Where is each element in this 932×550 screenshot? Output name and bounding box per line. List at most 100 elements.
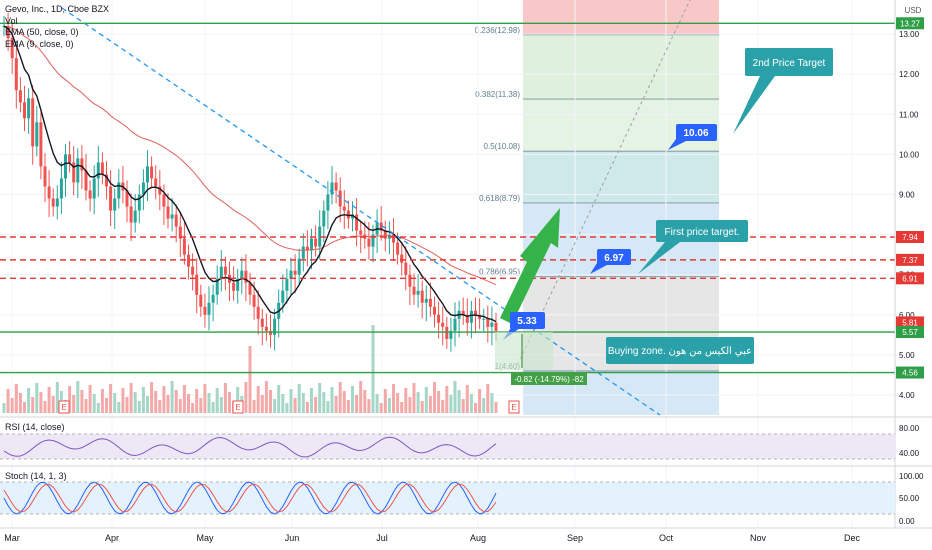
legend-ema50[interactable]: EMA (50, close, 0)	[5, 27, 79, 37]
volume-bar	[474, 403, 477, 413]
candle-body	[18, 90, 22, 103]
y-tick-label: 11.00	[899, 110, 919, 119]
rsi-title[interactable]: RSI (14, close)	[5, 422, 65, 432]
volume-bar	[342, 391, 346, 413]
earnings-icon[interactable]	[232, 400, 244, 414]
volume-bar	[55, 382, 59, 413]
volume-bar	[219, 397, 223, 413]
candle-body	[437, 314, 441, 323]
candle-body	[293, 270, 297, 275]
volume-bar	[400, 402, 404, 413]
candle-body	[461, 310, 465, 315]
ema-lines	[3, 25, 497, 323]
candle-body	[252, 294, 256, 307]
price-badge-text: 6.91	[902, 274, 918, 283]
volume-bar	[154, 391, 158, 413]
earnings-icon[interactable]	[508, 400, 520, 414]
candle-body	[412, 286, 416, 295]
price-label-697-text: 6.97	[604, 253, 624, 264]
volume-bar	[191, 403, 195, 413]
volume-bar	[346, 400, 350, 413]
callout-first-target-text: First price target.	[664, 227, 739, 238]
candle-body	[396, 242, 400, 255]
volume-bar	[2, 403, 6, 413]
price-badge-text: 4.56	[902, 369, 918, 378]
candle-body	[207, 302, 211, 315]
volume-bar	[133, 392, 137, 413]
volume-bar	[80, 390, 84, 413]
volume-bar	[428, 396, 432, 413]
candle-body	[404, 262, 408, 275]
volume-bar	[228, 392, 231, 413]
fib-label: 0.236(12.98)	[475, 26, 521, 35]
volume-bar	[392, 384, 395, 413]
candle-body	[47, 186, 51, 199]
volume-bar	[416, 392, 420, 413]
fib-label: 0.382(11.38)	[475, 90, 520, 99]
volume-bar	[351, 386, 354, 413]
volume-bar	[223, 383, 227, 413]
volume-bar	[260, 395, 264, 413]
price-badge	[896, 231, 924, 244]
volume-bar	[203, 384, 207, 413]
candle-body	[215, 278, 219, 295]
volume-bar	[252, 400, 256, 413]
price-badge	[896, 366, 924, 379]
candle-body	[494, 322, 498, 331]
candle-body	[146, 166, 149, 183]
legend-vol[interactable]: Vol	[5, 15, 18, 26]
candle-body	[330, 182, 334, 195]
candle-body	[27, 98, 31, 119]
candle-body	[256, 306, 260, 319]
volume-bar	[490, 393, 494, 413]
candle-body	[301, 246, 305, 259]
candle-body	[80, 158, 84, 171]
price-badge	[896, 272, 924, 285]
candle-body	[408, 274, 412, 287]
legend-ema9[interactable]: EMA (9, close, 0)	[5, 38, 74, 49]
candle-body	[39, 122, 43, 167]
volume-bar	[162, 386, 166, 413]
volume-bar	[76, 381, 80, 413]
volume-bar	[269, 390, 272, 413]
volume-bar	[195, 389, 199, 413]
volume-bar	[174, 390, 178, 413]
volume-bar	[408, 397, 412, 413]
candle-body	[371, 234, 375, 247]
candle-body	[318, 226, 322, 247]
candle-body	[305, 246, 309, 251]
candle-body	[314, 238, 318, 247]
volume-bar	[23, 402, 26, 413]
candle-body	[338, 190, 342, 207]
symbol-title[interactable]: Gevo, Inc., 1D, Cboe BZX	[5, 4, 110, 14]
rsi-tick: 40.00	[899, 449, 920, 458]
volume-bar	[39, 392, 43, 413]
candle-body	[88, 190, 92, 199]
candle-body	[264, 326, 268, 331]
stoch-title[interactable]: Stoch (14, 1, 3)	[5, 471, 67, 481]
price-badge	[896, 253, 924, 266]
candle-body	[76, 158, 80, 183]
candle-body	[416, 290, 420, 295]
candle-body	[260, 318, 264, 327]
price-label-1006-text: 10.06	[683, 128, 708, 139]
time-axis: Mar Apr May Jun Jul Aug Sep Oct Nov Dec	[4, 533, 860, 543]
candle-body	[453, 318, 457, 331]
price-label-1006: 10.06	[668, 124, 717, 150]
candle-body	[133, 210, 137, 223]
candle-body	[10, 38, 14, 59]
volume-bar	[375, 394, 379, 413]
earnings-icon[interactable]	[58, 400, 70, 414]
candle-body	[92, 178, 96, 199]
candle-body	[445, 326, 449, 339]
price-badge-text: 7.37	[902, 256, 918, 265]
volume-bar	[121, 388, 125, 413]
volume-bar	[318, 383, 322, 413]
callout-2nd-target: 2nd Price Target	[733, 48, 833, 134]
price-badge-text: 5.81	[902, 318, 918, 327]
rsi-band	[0, 434, 895, 459]
descending-trendline	[61, 7, 661, 416]
volume-bar	[244, 382, 248, 413]
volume-bar	[371, 325, 375, 413]
